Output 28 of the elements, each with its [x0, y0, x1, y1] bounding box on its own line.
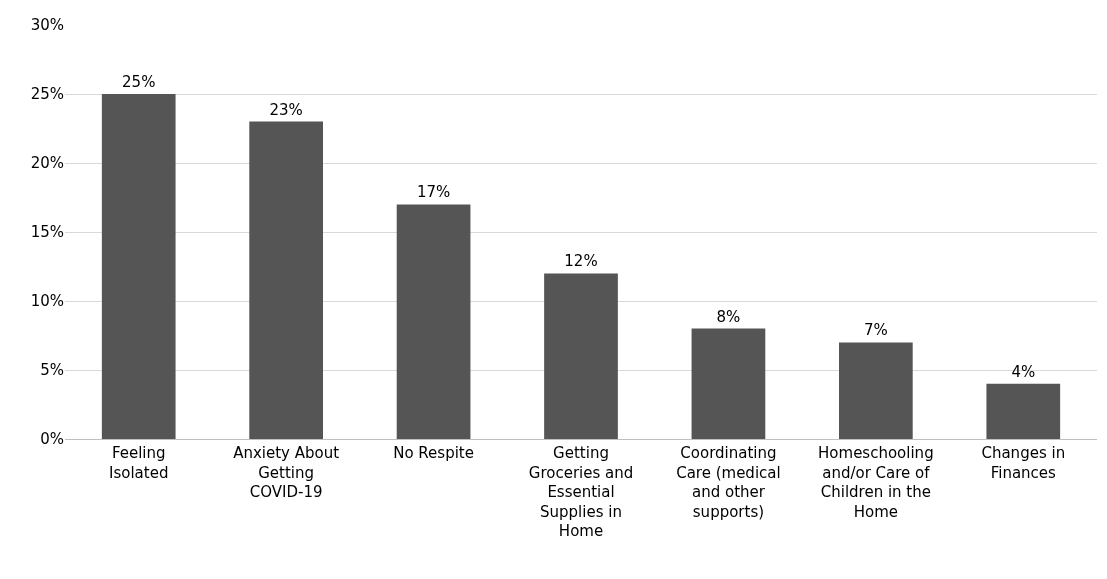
bar [691, 328, 766, 439]
data-label: 17% [416, 183, 451, 202]
x-tick-label: Changes in Finances [981, 444, 1066, 482]
data-label: 12% [564, 252, 598, 271]
y-tick-label: 30% [30, 16, 64, 35]
data-label: 4% [1011, 362, 1036, 381]
data-label: 23% [269, 100, 303, 119]
y-tick-label: 5% [40, 361, 64, 380]
y-tick-label: 0% [40, 430, 64, 449]
data-label: 8% [716, 307, 741, 326]
y-tick-label: 10% [30, 292, 64, 311]
x-tick-label: Feeling Isolated [109, 444, 169, 482]
bar [101, 94, 176, 439]
x-tick-label: No Respite [393, 444, 474, 462]
bar [986, 383, 1061, 439]
x-tick-label: Homeschooling and/or Care of Children in the Home [818, 444, 934, 521]
x-tick-label: Anxiety About Getting COVID-19 [233, 444, 340, 501]
y-tick-label: 15% [30, 223, 64, 242]
bar [544, 273, 618, 439]
y-tick-label: 20% [30, 154, 64, 173]
x-tick-label: Coordinating Care (medical and other supports) [676, 444, 781, 521]
y-tick-label: 25% [30, 85, 64, 104]
data-label: 7% [863, 321, 888, 340]
data-label: 25% [122, 73, 156, 91]
x-tick-label: Getting Groceries and Essential Supplies in Home [528, 444, 634, 540]
bar [396, 204, 471, 439]
bar [839, 342, 913, 439]
bar [249, 121, 323, 439]
